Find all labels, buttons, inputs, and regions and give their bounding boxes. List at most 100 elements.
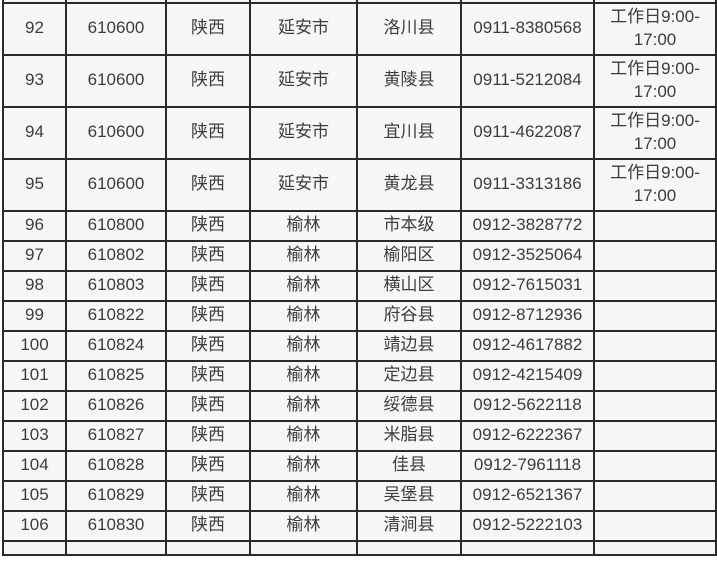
cell-row-number: 94 bbox=[2, 105, 67, 160]
table-row: 104 610828 陕西 榆林 佳县 0912-7961118 bbox=[2, 449, 717, 482]
cell-phone: 0912-6222367 bbox=[460, 419, 595, 452]
cell-phone: 0912-4215409 bbox=[460, 359, 595, 392]
table-row: 96 610800 陕西 榆林 市本级 0912-3828772 bbox=[2, 209, 717, 242]
partial-cell bbox=[356, 539, 462, 556]
cell-province: 陕西 bbox=[165, 449, 251, 482]
cell-hours bbox=[593, 239, 717, 272]
partial-cell bbox=[356, 0, 462, 4]
partial-cell bbox=[65, 0, 167, 4]
cell-region-code: 610600 bbox=[65, 2, 167, 56]
partial-cell bbox=[165, 0, 251, 4]
cell-district: 榆阳区 bbox=[356, 239, 462, 272]
cell-province: 陕西 bbox=[165, 157, 251, 212]
cell-phone: 0911-5212084 bbox=[460, 53, 595, 108]
cell-province: 陕西 bbox=[165, 239, 251, 272]
cell-district: 吴堡县 bbox=[356, 479, 462, 512]
partial-cell bbox=[165, 539, 251, 556]
cell-district: 绥德县 bbox=[356, 389, 462, 422]
cell-district: 定边县 bbox=[356, 359, 462, 392]
table-row: 102 610826 陕西 榆林 绥德县 0912-5622118 bbox=[2, 389, 717, 422]
cell-province: 陕西 bbox=[165, 509, 251, 542]
cell-phone: 0912-5622118 bbox=[460, 389, 595, 422]
cell-region-code: 610830 bbox=[65, 509, 167, 542]
cell-district: 黄龙县 bbox=[356, 157, 462, 212]
cell-phone: 0912-5222103 bbox=[460, 509, 595, 542]
partial-cell bbox=[65, 539, 167, 556]
cell-city: 榆林 bbox=[249, 299, 358, 332]
cell-row-number: 93 bbox=[2, 53, 67, 108]
cell-province: 陕西 bbox=[165, 53, 251, 108]
table-row: 97 610802 陕西 榆林 榆阳区 0912-3525064 bbox=[2, 239, 717, 272]
cell-region-code: 610600 bbox=[65, 105, 167, 160]
cell-city: 榆林 bbox=[249, 209, 358, 242]
cell-row-number: 102 bbox=[2, 389, 67, 422]
cell-district: 米脂县 bbox=[356, 419, 462, 452]
cell-region-code: 610827 bbox=[65, 419, 167, 452]
table-row: 93 610600 陕西 延安市 黄陵县 0911-5212084 工作日9:0… bbox=[2, 53, 717, 108]
cell-row-number: 103 bbox=[2, 419, 67, 452]
cell-row-number: 96 bbox=[2, 209, 67, 242]
cell-hours bbox=[593, 299, 717, 332]
cell-row-number: 105 bbox=[2, 479, 67, 512]
cell-row-number: 98 bbox=[2, 269, 67, 302]
partial-cell bbox=[2, 539, 67, 556]
cell-city: 延安市 bbox=[249, 2, 358, 56]
cell-row-number: 99 bbox=[2, 299, 67, 332]
cell-hours: 工作日9:00-17:00 bbox=[593, 53, 717, 108]
cell-row-number: 92 bbox=[2, 2, 67, 56]
cell-hours bbox=[593, 329, 717, 362]
cell-row-number: 101 bbox=[2, 359, 67, 392]
cell-hours: 工作日9:00-17:00 bbox=[593, 157, 717, 212]
cell-province: 陕西 bbox=[165, 419, 251, 452]
cell-hours bbox=[593, 419, 717, 452]
partial-row-top bbox=[2, 0, 717, 4]
partial-cell bbox=[249, 0, 358, 4]
table-row: 95 610600 陕西 延安市 黄龙县 0911-3313186 工作日9:0… bbox=[2, 157, 717, 212]
cell-hours: 工作日9:00-17:00 bbox=[593, 2, 717, 56]
cell-region-code: 610822 bbox=[65, 299, 167, 332]
cell-district: 黄陵县 bbox=[356, 53, 462, 108]
cell-city: 榆林 bbox=[249, 419, 358, 452]
cell-city: 榆林 bbox=[249, 509, 358, 542]
cell-province: 陕西 bbox=[165, 299, 251, 332]
cell-district: 清涧县 bbox=[356, 509, 462, 542]
cell-region-code: 610803 bbox=[65, 269, 167, 302]
cell-city: 榆林 bbox=[249, 479, 358, 512]
table-row: 94 610600 陕西 延安市 宜川县 0911-4622087 工作日9:0… bbox=[2, 105, 717, 160]
cell-row-number: 97 bbox=[2, 239, 67, 272]
table-row: 105 610829 陕西 榆林 吴堡县 0912-6521367 bbox=[2, 479, 717, 512]
cell-city: 延安市 bbox=[249, 53, 358, 108]
cell-district: 横山区 bbox=[356, 269, 462, 302]
cell-region-code: 610802 bbox=[65, 239, 167, 272]
cell-district: 靖边县 bbox=[356, 329, 462, 362]
partial-cell bbox=[593, 539, 717, 556]
partial-cell bbox=[593, 0, 717, 4]
cell-phone: 0911-4622087 bbox=[460, 105, 595, 160]
cell-city: 延安市 bbox=[249, 157, 358, 212]
cell-region-code: 610825 bbox=[65, 359, 167, 392]
cell-district: 市本级 bbox=[356, 209, 462, 242]
cell-phone: 0912-7615031 bbox=[460, 269, 595, 302]
cell-phone: 0912-7961118 bbox=[460, 449, 595, 482]
cell-province: 陕西 bbox=[165, 269, 251, 302]
partial-cell bbox=[460, 539, 595, 556]
cell-hours bbox=[593, 269, 717, 302]
cell-region-code: 610800 bbox=[65, 209, 167, 242]
cell-province: 陕西 bbox=[165, 2, 251, 56]
partial-cell bbox=[249, 539, 358, 556]
cell-row-number: 95 bbox=[2, 157, 67, 212]
cell-province: 陕西 bbox=[165, 329, 251, 362]
cell-city: 榆林 bbox=[249, 449, 358, 482]
cell-region-code: 610829 bbox=[65, 479, 167, 512]
cell-region-code: 610824 bbox=[65, 329, 167, 362]
table-row: 100 610824 陕西 榆林 靖边县 0912-4617882 bbox=[2, 329, 717, 362]
cell-row-number: 106 bbox=[2, 509, 67, 542]
partial-cell bbox=[2, 0, 67, 4]
cell-phone: 0912-3525064 bbox=[460, 239, 595, 272]
cell-city: 榆林 bbox=[249, 359, 358, 392]
cell-city: 榆林 bbox=[249, 269, 358, 302]
cell-row-number: 104 bbox=[2, 449, 67, 482]
cell-city: 延安市 bbox=[249, 105, 358, 160]
cell-city: 榆林 bbox=[249, 329, 358, 362]
